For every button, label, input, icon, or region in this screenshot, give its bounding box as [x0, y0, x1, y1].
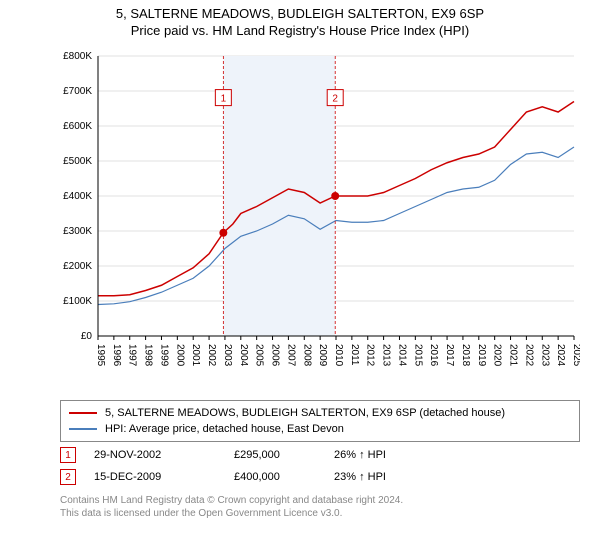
svg-text:1: 1 [221, 94, 227, 105]
transaction-marker-icon: 2 [60, 469, 76, 485]
transaction-marker-icon: 1 [60, 447, 76, 463]
svg-text:2022: 2022 [523, 344, 534, 367]
svg-text:2020: 2020 [492, 344, 503, 367]
footer: Contains HM Land Registry data © Crown c… [60, 494, 580, 520]
svg-text:£200K: £200K [63, 261, 92, 272]
svg-text:2007: 2007 [285, 344, 296, 367]
svg-text:2024: 2024 [555, 344, 566, 367]
svg-text:£800K: £800K [63, 51, 92, 62]
svg-text:2013: 2013 [381, 344, 392, 367]
svg-text:2014: 2014 [396, 344, 407, 367]
transaction-price: £295,000 [234, 449, 334, 461]
svg-text:2023: 2023 [539, 344, 550, 367]
legend-swatch-icon [69, 412, 97, 414]
svg-text:2006: 2006 [270, 344, 281, 367]
svg-text:2025: 2025 [571, 344, 580, 367]
svg-text:2005: 2005 [254, 344, 265, 367]
legend-label: HPI: Average price, detached house, East… [105, 423, 344, 435]
svg-text:2000: 2000 [174, 344, 185, 367]
svg-text:£0: £0 [81, 331, 93, 342]
svg-text:1995: 1995 [95, 344, 106, 367]
svg-text:2015: 2015 [412, 344, 423, 367]
svg-text:£400K: £400K [63, 191, 92, 202]
svg-text:2012: 2012 [365, 344, 376, 367]
transaction-row: 2 15-DEC-2009 £400,000 23% ↑ HPI [60, 466, 580, 488]
svg-text:2010: 2010 [333, 344, 344, 367]
transaction-date: 29-NOV-2002 [94, 449, 234, 461]
svg-text:1997: 1997 [127, 344, 138, 367]
price-chart: 1 2 1995 1996 1997 1998 1999 2000 2001 2002 2003 2… [60, 50, 580, 390]
legend-item: 5, SALTERNE MEADOWS, BUDLEIGH SALTERTON,… [69, 405, 571, 421]
svg-text:1999: 1999 [158, 344, 169, 367]
chart-container: 5, SALTERNE MEADOWS, BUDLEIGH SALTERTON,… [0, 0, 600, 560]
svg-text:£300K: £300K [63, 226, 92, 237]
footer-line-2: This data is licensed under the Open Gov… [60, 507, 580, 520]
svg-text:£100K: £100K [63, 296, 92, 307]
title-line-1: 5, SALTERNE MEADOWS, BUDLEIGH SALTERTON,… [0, 6, 600, 21]
svg-text:1998: 1998 [143, 344, 154, 367]
title-line-2: Price paid vs. HM Land Registry's House … [0, 23, 600, 38]
legend-swatch-icon [69, 428, 97, 430]
svg-text:2018: 2018 [460, 344, 471, 367]
transaction-row: 1 29-NOV-2002 £295,000 26% ↑ HPI [60, 444, 580, 466]
transaction-pct: 26% ↑ HPI [334, 449, 454, 461]
svg-text:2002: 2002 [206, 344, 217, 367]
transaction-date: 15-DEC-2009 [94, 471, 234, 483]
legend-label: 5, SALTERNE MEADOWS, BUDLEIGH SALTERTON,… [105, 407, 505, 419]
svg-text:2017: 2017 [444, 344, 455, 367]
title-block: 5, SALTERNE MEADOWS, BUDLEIGH SALTERTON,… [0, 0, 600, 38]
transaction-price: £400,000 [234, 471, 334, 483]
svg-text:2016: 2016 [428, 344, 439, 367]
footer-line-1: Contains HM Land Registry data © Crown c… [60, 494, 580, 507]
transactions-table: 1 29-NOV-2002 £295,000 26% ↑ HPI 2 15-DE… [60, 444, 580, 488]
svg-text:1996: 1996 [111, 344, 122, 367]
svg-text:2004: 2004 [238, 344, 249, 367]
transaction-pct: 23% ↑ HPI [334, 471, 454, 483]
svg-text:£500K: £500K [63, 156, 92, 167]
svg-text:2019: 2019 [476, 344, 487, 367]
svg-text:£700K: £700K [63, 86, 92, 97]
svg-text:2011: 2011 [349, 344, 360, 366]
svg-text:2003: 2003 [222, 344, 233, 367]
svg-text:2008: 2008 [301, 344, 312, 367]
svg-text:2021: 2021 [508, 344, 519, 367]
svg-text:2001: 2001 [190, 344, 201, 367]
svg-text:£600K: £600K [63, 121, 92, 132]
legend: 5, SALTERNE MEADOWS, BUDLEIGH SALTERTON,… [60, 400, 580, 442]
legend-item: HPI: Average price, detached house, East… [69, 421, 571, 437]
svg-text:2009: 2009 [317, 344, 328, 367]
svg-text:2: 2 [332, 94, 338, 105]
